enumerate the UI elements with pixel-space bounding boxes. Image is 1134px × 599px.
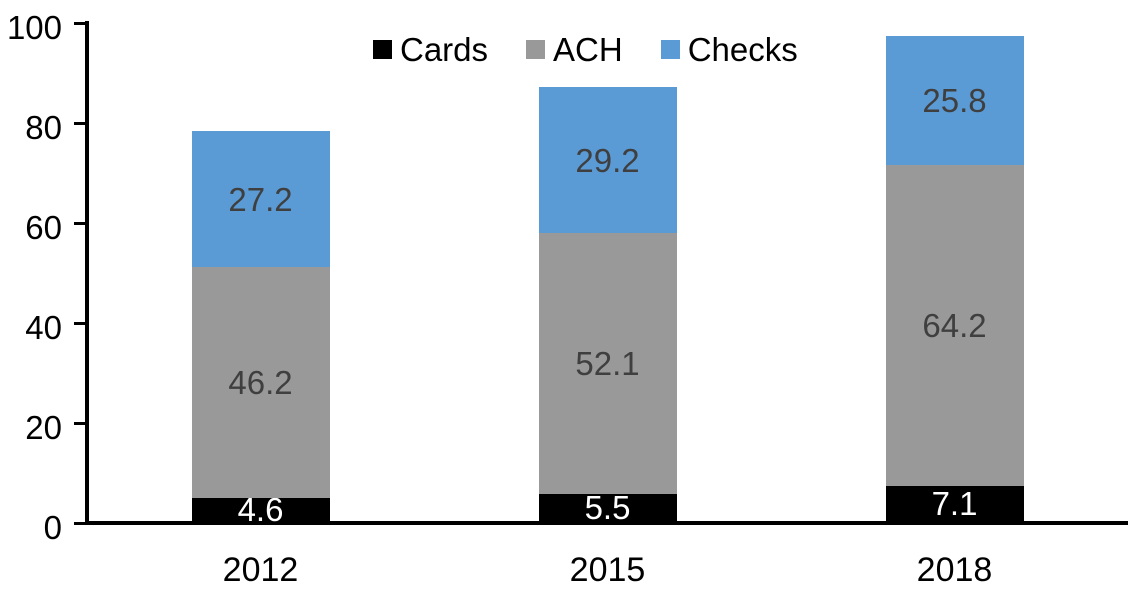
legend-label: ACH <box>553 31 623 68</box>
bar-segment-ach-2015: 52.1 <box>538 233 677 494</box>
segment-value-label: 7.1 <box>931 484 978 522</box>
legend-label: Cards <box>400 31 489 68</box>
y-axis-tick-label: 60 <box>25 209 62 246</box>
segment-value-label: 29.2 <box>575 141 640 179</box>
segment-value-label: 27.2 <box>228 180 293 218</box>
bar-segment-checks-2018: 25.8 <box>885 35 1024 165</box>
y-axis-tick <box>74 121 86 125</box>
segment-value-label: 46.2 <box>228 364 293 401</box>
y-axis-tick-label: 40 <box>25 309 62 346</box>
x-axis-category-label: 2012 <box>222 551 299 589</box>
legend-marker-icon <box>373 40 392 59</box>
bar-segment-cards-2015: 5.5 <box>538 488 677 526</box>
x-axis-category-label: 2018 <box>916 551 993 589</box>
segment-value-label: 25.8 <box>922 81 987 119</box>
segment-value-label: 64.2 <box>922 306 987 344</box>
x-axis-category-label: 2015 <box>569 551 646 589</box>
segment-value-label: 52.1 <box>575 344 640 382</box>
legend: Cards ACH Checks <box>373 33 798 66</box>
bar-segment-cards-2012: 4.6 <box>191 493 330 526</box>
legend-item-checks: Checks <box>660 31 798 68</box>
segment-value-label: 4.6 <box>237 491 284 528</box>
y-axis-tick <box>74 21 86 25</box>
y-axis-tick-label: 80 <box>25 109 62 146</box>
bar-segment-ach-2018: 64.2 <box>885 164 1024 486</box>
bar-segment-ach-2012: 46.2 <box>191 267 330 498</box>
y-axis-tick <box>74 521 86 525</box>
segment-value-label: 5.5 <box>584 488 631 526</box>
y-axis-tick-label: 20 <box>25 409 62 446</box>
x-axis-line <box>85 521 1128 525</box>
bar-segment-cards-2018: 7.1 <box>885 484 1024 522</box>
legend-marker-icon <box>660 40 680 59</box>
legend-item-cards: Cards <box>373 33 488 66</box>
legend-item-ach: ACH <box>526 33 623 66</box>
y-axis-tick-label: 100 <box>6 9 62 46</box>
y-axis-tick <box>74 321 86 325</box>
legend-marker-icon <box>526 40 546 59</box>
y-axis-tick <box>74 421 86 425</box>
bar-segment-checks-2012: 27.2 <box>191 131 330 267</box>
y-axis-tick <box>74 221 86 225</box>
bar-segment-checks-2015: 29.2 <box>538 87 677 233</box>
legend-label: Checks <box>687 31 798 68</box>
y-axis-line <box>85 21 89 525</box>
y-axis-tick-label: 0 <box>43 509 62 546</box>
